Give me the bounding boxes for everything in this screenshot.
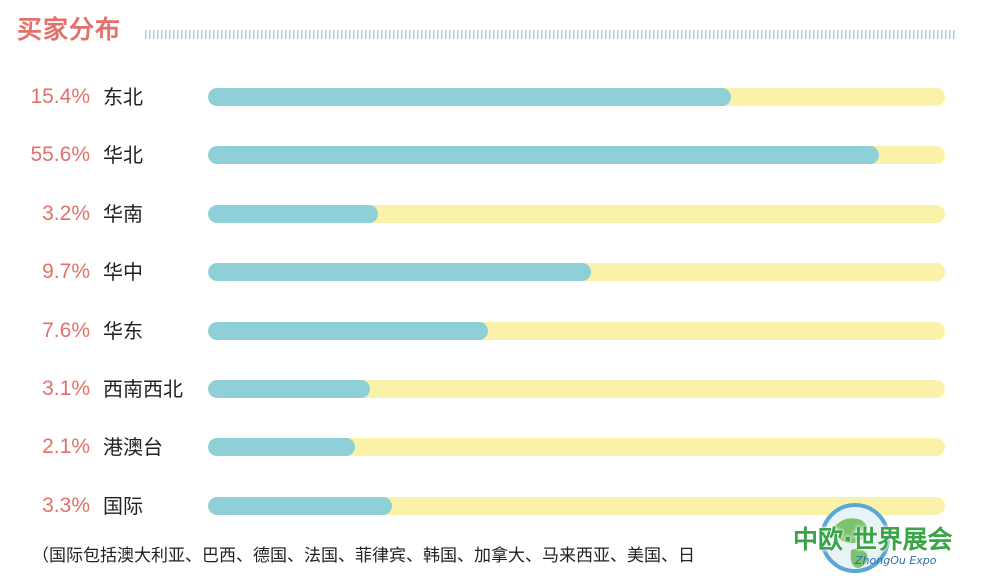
bar-track [208, 263, 945, 282]
logo-text: 中欧·世界展会 [793, 525, 953, 554]
bar [208, 204, 378, 223]
bar-track [208, 321, 945, 340]
category-label: 华北 [103, 143, 143, 168]
bar-row: 55.6% 华北 [0, 140, 983, 170]
bar-row: 3.2% 华南 [0, 199, 983, 229]
bar-track [208, 146, 945, 165]
value-label: 55.6% [30, 143, 90, 167]
value-label: 7.6% [42, 318, 90, 342]
bar [208, 88, 732, 106]
bar [208, 380, 371, 398]
value-label: 3.2% [42, 201, 90, 225]
category-label: 东北 [103, 85, 143, 109]
bar [208, 146, 879, 165]
bar [208, 438, 356, 457]
value-label: 2.1% [42, 435, 90, 459]
bar-row: 7.6% 华东 [0, 316, 983, 346]
category-label: 华中 [103, 260, 143, 285]
category-label: 国际 [103, 493, 143, 518]
category-label: 华南 [103, 201, 143, 226]
bar [208, 496, 393, 515]
bar-track [208, 496, 945, 515]
globe-icon [820, 503, 890, 573]
category-label: 西南西北 [103, 377, 183, 401]
value-label: 15.4% [30, 85, 90, 108]
title-divider [145, 30, 957, 39]
footnote: （国际包括澳大利亚、巴西、德国、法国、菲律宾、韩国、加拿大、马来西亚、美国、日 [32, 546, 695, 566]
chart-title: 买家分布 [17, 15, 122, 44]
bar-row: 15.4% 东北 [0, 82, 983, 112]
value-label: 9.7% [42, 260, 90, 284]
bar [208, 263, 592, 282]
bar-track [208, 380, 945, 398]
bar-track [208, 438, 945, 457]
expo-logo: 中欧·世界展会 ZhongOu Expo [793, 498, 973, 580]
logo-subtext: ZhongOu Expo [855, 554, 937, 567]
bar-row: 9.7% 华中 [0, 257, 983, 287]
bar-row: 2.1% 港澳台 [0, 432, 983, 462]
value-label: 3.3% [42, 493, 90, 517]
bar-track [208, 88, 945, 106]
category-label: 港澳台 [103, 435, 163, 460]
value-label: 3.1% [42, 377, 90, 400]
bar-track [208, 204, 945, 223]
category-label: 华东 [103, 318, 143, 343]
bar-row: 3.3% 国际 [0, 491, 983, 521]
bar-row: 3.1% 西南西北 [0, 374, 983, 404]
bar [208, 321, 489, 340]
